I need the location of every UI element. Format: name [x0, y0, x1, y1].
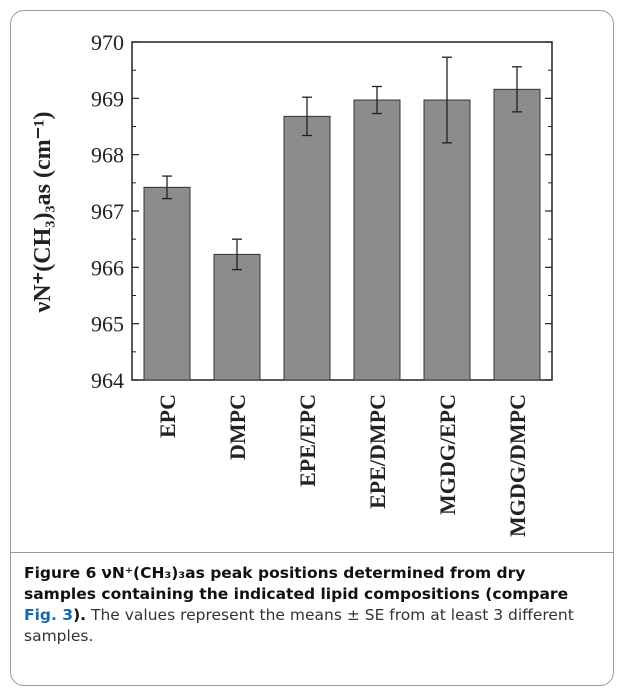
caption-title: νN⁺(CH₃)₃as peak positions determined fr…	[24, 564, 569, 603]
y-axis-label: νN⁺(CH₃)₃as (cm⁻¹)	[30, 112, 56, 314]
x-category-label: DMPC	[225, 394, 250, 460]
y-tick-label: 964	[91, 368, 124, 393]
caption-body: The values represent the means ± SE from…	[24, 606, 574, 645]
chart-labels: 964 965 966 967 968 969 970 EPC DMPC EPE/EPC EPE/D…	[91, 30, 530, 537]
chart-axes	[131, 41, 553, 381]
bar	[423, 99, 471, 381]
x-category-label: MGDG/DMPC	[505, 394, 530, 537]
caption-figure-label: Figure 6	[24, 564, 97, 582]
x-category-label: EPE/EPC	[295, 394, 320, 487]
bar	[353, 99, 401, 381]
y-tick-label: 969	[91, 86, 124, 111]
bar-chart: 964 965 966 967 968 969 970 EPC DMPC EPE/EPC EPE/D…	[30, 30, 553, 537]
y-tick-label: 965	[91, 312, 124, 337]
y-tick-label: 967	[91, 199, 124, 224]
x-category-label: EPE/DMPC	[365, 394, 390, 509]
bar	[213, 253, 261, 381]
figure-caption: Figure 6 νN⁺(CH₃)₃as peak positions dete…	[10, 552, 614, 686]
x-category-label: EPC	[155, 394, 180, 438]
y-tick-label: 970	[91, 30, 124, 55]
caption-title-end: ).	[73, 606, 87, 624]
plot-frame	[131, 41, 553, 381]
y-tick-label: 968	[91, 143, 124, 168]
x-category-label: MGDG/EPC	[435, 394, 460, 515]
bar	[283, 115, 331, 381]
figure-reference-link[interactable]: Fig. 3	[24, 606, 74, 624]
y-tick-label: 966	[91, 255, 124, 280]
bar	[493, 88, 541, 381]
bar	[143, 186, 191, 381]
chart-bars	[143, 56, 541, 381]
